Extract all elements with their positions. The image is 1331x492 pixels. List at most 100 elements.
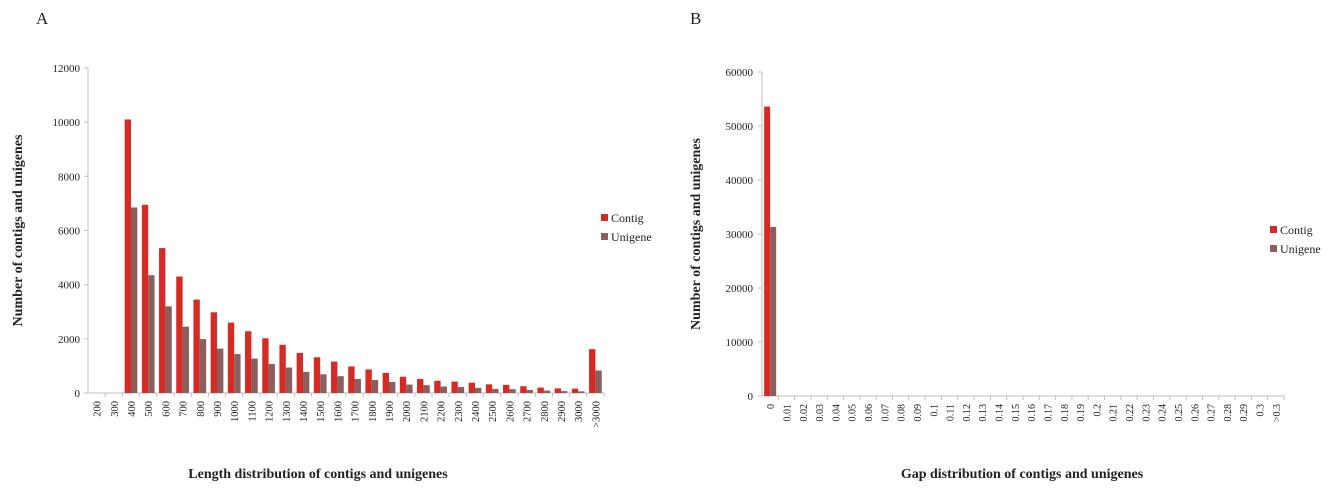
bar-contig-400 <box>124 119 131 393</box>
y-tick-label: 12000 <box>53 63 81 75</box>
bar-unigene-700 <box>182 326 189 393</box>
x-tick-label: 0.15 <box>1011 404 1022 422</box>
bar-contig-800 <box>193 299 200 393</box>
x-tick-label: 2200 <box>437 401 448 422</box>
x-tick-label: 0.26 <box>1190 404 1201 422</box>
x-tick-label: >0.3 <box>1272 404 1283 422</box>
y-axis-title: Number of contigs and unigenes <box>689 138 704 330</box>
y-tick-label: 40000 <box>726 175 754 187</box>
bar-contig-3000 <box>571 388 579 393</box>
bar-unigene-1700 <box>354 378 361 393</box>
bar-unigene-1500 <box>320 374 327 393</box>
bar-unigene-600 <box>165 306 172 393</box>
x-tick-label: 0.2 <box>1092 404 1103 417</box>
x-tick-label: 1400 <box>299 401 310 422</box>
bar-contig-500 <box>141 204 149 393</box>
x-tick-label: 2000 <box>402 401 413 422</box>
bar-unigene-2000 <box>406 384 413 393</box>
bar-unigene-800 <box>199 339 207 393</box>
bar-contig-1400 <box>296 352 303 393</box>
bar-contig-1700 <box>348 366 355 393</box>
x-tick-label: 0.27 <box>1207 404 1218 422</box>
bar-contig-2100 <box>417 378 424 393</box>
legend-swatch-unigene <box>1270 245 1277 252</box>
x-tick-label: 2900 <box>557 401 568 422</box>
x-tick-label: 0.11 <box>946 404 957 421</box>
legend-swatch-unigene <box>601 233 608 240</box>
x-tick-label: 1100 <box>247 401 258 422</box>
x-tick-label: 0.1 <box>929 404 940 417</box>
y-axis-title: Number of contigs and unigenes <box>11 134 26 326</box>
bar-contig-1500 <box>313 357 321 393</box>
bar-unigene-2400 <box>475 387 482 393</box>
x-tick-label: 2700 <box>523 401 534 422</box>
x-tick-label: 300 <box>110 401 121 417</box>
x-tick-label: 0.09 <box>913 404 924 422</box>
bar-unigene-1000 <box>234 354 241 393</box>
bar-unigene-2900 <box>561 391 568 393</box>
x-tick-label: 200 <box>93 401 104 417</box>
x-tick-label: 500 <box>144 401 155 417</box>
x-tick-label: 0.03 <box>815 404 826 422</box>
x-tick-label: 2100 <box>419 401 430 422</box>
bar-contig-1000 <box>227 322 235 393</box>
bar-unigene-1600 <box>337 376 344 393</box>
y-tick-label: 0 <box>748 391 754 403</box>
legend-label-unigene: Unigene <box>1280 242 1321 256</box>
y-tick-label: 6000 <box>58 226 81 238</box>
x-tick-label: 1500 <box>316 401 327 422</box>
bar-unigene-2500 <box>492 388 499 393</box>
x-tick-label: 0.21 <box>1109 404 1120 422</box>
chart-panel-b: B 0 10000 20000 30000 40000 50000 60000 Number o… <box>689 9 1321 482</box>
bar-contig-2300 <box>451 381 458 393</box>
bar-contig-1800 <box>365 369 372 393</box>
bar-unigene-900 <box>217 348 224 393</box>
bar-contig-600 <box>159 248 166 393</box>
x-tick-label: 0.16 <box>1027 404 1038 422</box>
x-tick-label: 1700 <box>351 401 362 422</box>
bar-unigene-2200 <box>440 386 447 393</box>
x-tick-label: 1200 <box>265 401 276 422</box>
bar-contig-2800 <box>537 387 544 393</box>
bar-unigene-2800 <box>543 390 551 393</box>
bar-contig-2400 <box>468 382 475 393</box>
y-tick-label: 10000 <box>726 337 754 349</box>
x-tick-label: 0.28 <box>1223 404 1234 422</box>
x-tick-label: 2800 <box>540 401 551 422</box>
y-tick-label: 30000 <box>726 229 754 241</box>
x-tick-label: 2300 <box>454 401 465 422</box>
x-axis-title: Gap distribution of contigs and unigenes <box>901 467 1144 482</box>
y-tick-label: 8000 <box>58 171 81 183</box>
y-tick-label: 10000 <box>53 117 81 129</box>
y-tick-label: 0 <box>75 388 81 400</box>
panel-label: A <box>36 9 49 28</box>
bar-unigene-500 <box>148 275 155 393</box>
bar-contig-2500 <box>485 384 493 393</box>
bar-unigene-3000 <box>578 391 585 393</box>
bar-contig-700 <box>176 276 183 393</box>
x-tick-label: 1000 <box>230 401 241 422</box>
bar-unigene-0 <box>770 226 777 396</box>
x-tick-label: 0.3 <box>1256 404 1267 417</box>
x-tick-label: 2500 <box>488 401 499 422</box>
bar-unigene-1200 <box>268 364 275 393</box>
bar-contig-1900 <box>382 372 389 393</box>
x-tick-label: 0.19 <box>1076 404 1087 422</box>
x-tick-label: 0.24 <box>1158 404 1169 422</box>
x-tick-label: 0.12 <box>962 404 973 422</box>
x-tick-label: 0.13 <box>978 404 989 422</box>
bar-unigene-1300 <box>285 367 293 393</box>
x-tick-label: 1900 <box>385 401 396 422</box>
x-tick-label: 0.29 <box>1239 404 1250 422</box>
x-tick-label: 1600 <box>333 401 344 422</box>
x-axis-title: Length distribution of contigs and unige… <box>188 467 448 482</box>
x-tick-label: 600 <box>161 401 172 417</box>
legend-swatch-contig <box>601 214 608 221</box>
x-tick-label: 700 <box>179 401 190 417</box>
legend-label-contig: Contig <box>611 211 644 225</box>
bar-contig-2700 <box>520 386 527 393</box>
legend-label-unigene: Unigene <box>611 230 652 244</box>
bar-unigene-1800 <box>371 380 379 393</box>
